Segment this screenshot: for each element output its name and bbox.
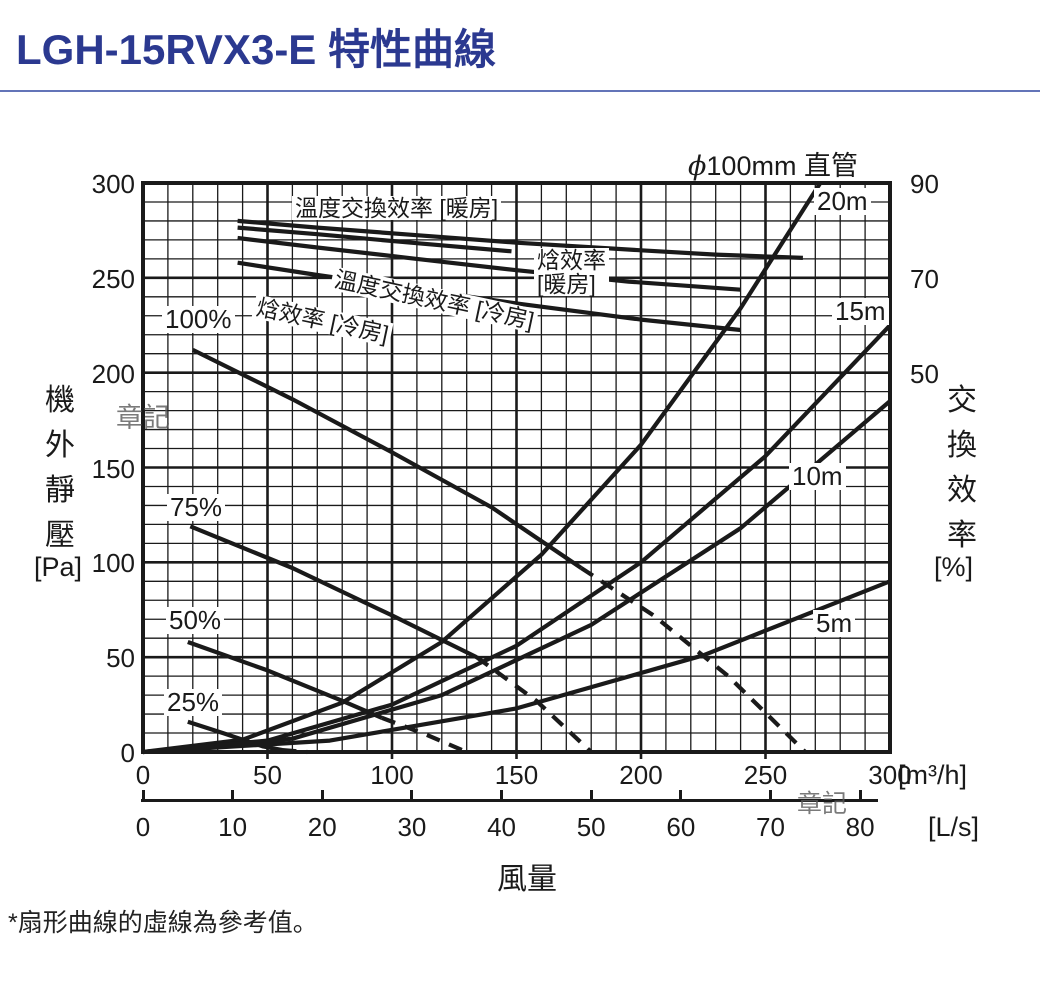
- x-axis-title: 風量: [497, 863, 557, 896]
- title-divider: [0, 90, 1040, 92]
- curve-fan-50: [187, 640, 383, 720]
- x-axis-secondary-tick-label: 70: [756, 812, 785, 842]
- x-axis-secondary-tick-label: 80: [845, 812, 875, 842]
- x-axis-secondary-line: [141, 799, 878, 802]
- x-axis-secondary-tick: [768, 790, 772, 800]
- x-axis-primary-tick-label: 100: [370, 760, 414, 790]
- x-axis-secondary-tick-label: 0: [135, 812, 151, 842]
- x-axis-secondary-tick: [320, 790, 324, 800]
- y-axis-left-tick-label: 300: [91, 169, 135, 199]
- x-axis-secondary-tick-label: 10: [218, 812, 248, 842]
- y-axis-left-unit: [Pa]: [34, 552, 83, 582]
- y-axis-left-tick-label: 250: [91, 263, 135, 294]
- x-axis-primary-unit: [m³/h]: [898, 760, 968, 790]
- characteristic-curve-plot: [141, 181, 892, 759]
- x-axis-secondary-tick: [589, 790, 593, 800]
- curve-eff-temp-cooling: [237, 235, 741, 292]
- x-axis-secondary-unit: [L/s]: [928, 812, 980, 842]
- x-axis-secondary-tick: [679, 790, 683, 800]
- y-axis-right-unit: [%]: [934, 552, 974, 582]
- x-axis-secondary-tick: [141, 790, 145, 800]
- y-axis-right-tick-label: 90: [910, 169, 939, 199]
- x-axis-secondary-tick: [231, 790, 235, 800]
- x-axis-secondary-tick: [410, 790, 414, 800]
- curve-duct-20m: [142, 181, 823, 755]
- curve-fan-50-reference-dashed: [381, 715, 468, 754]
- watermark-stamp-1: 章記: [116, 403, 170, 433]
- curve-label-duct-10m: 10m: [789, 462, 846, 491]
- y-axis-left-tick-label: 50: [106, 643, 135, 674]
- x-axis-secondary-tick: [500, 790, 504, 800]
- curve-duct-10m: [142, 399, 892, 755]
- curve-label-eff-enthalpy-heating: 焓效率 [暖房]: [534, 248, 609, 296]
- x-axis-secondary-tick-label: 60: [666, 812, 696, 842]
- curve-label-duct-5m: 5m: [813, 609, 856, 638]
- curve-eff-temp-heating: [237, 218, 803, 260]
- curve-label-eff-temp-heating: 溫度交換效率 [暖房]: [292, 196, 502, 220]
- pipe-size-text: 100mm 直管: [706, 151, 858, 181]
- x-axis-primary-tick-label: 0: [135, 760, 151, 790]
- curve-fan-75: [189, 524, 478, 660]
- pipe-size-label: ϕ100mm 直管: [688, 144, 858, 183]
- plot-border: [141, 181, 892, 754]
- curve-fan-100: [191, 348, 583, 570]
- y-axis-left-title: 機外靜壓: [45, 384, 75, 552]
- x-axis-primary-tick-label: 150: [494, 760, 539, 790]
- x-axis-secondary-tick-label: 40: [487, 812, 516, 842]
- page-title: LGH-15RVX3-E 特性曲線: [16, 26, 496, 73]
- y-axis-left-tick-label: 0: [120, 738, 135, 768]
- y-axis-left-tick-label: 150: [91, 453, 135, 484]
- x-axis-primary-tick-label: 300: [868, 760, 912, 790]
- watermark-stamp-2: 章記: [797, 790, 848, 818]
- x-axis-primary-tick-label: 200: [619, 760, 663, 790]
- x-axis-secondary-tick-label: 50: [576, 812, 606, 842]
- y-axis-left-tick-label: 100: [91, 548, 135, 579]
- curve-duct-5m: [142, 579, 891, 755]
- footnote: *扇形曲線的虛線為參考值。: [8, 909, 318, 937]
- x-axis-primary-tick-label: 250: [743, 760, 788, 790]
- curve-label-fan-50: 50%: [166, 606, 225, 635]
- phi-symbol: ϕ: [688, 151, 707, 182]
- curve-label-fan-25: 25%: [164, 688, 223, 717]
- curve-label-duct-15m: 15m: [832, 297, 889, 326]
- curve-eff-enthalpy-heating: [237, 225, 512, 254]
- x-axis-secondary-tick: [858, 790, 862, 800]
- x-axis-secondary-tick-label: 30: [397, 812, 427, 842]
- y-axis-right-title: 交換效率: [947, 384, 977, 552]
- curve-label-duct-20m: 20m: [814, 187, 871, 216]
- y-axis-right-tick-label: 50: [910, 358, 939, 389]
- y-axis-right-tick-label: 70: [910, 263, 939, 294]
- x-axis-primary-tick-label: 50: [253, 760, 282, 790]
- curve-label-fan-100: 100%: [162, 305, 235, 334]
- x-axis-secondary-tick-label: 20: [307, 812, 337, 842]
- y-axis-left-tick-label: 200: [91, 358, 135, 389]
- curve-label-fan-75: 75%: [167, 493, 226, 522]
